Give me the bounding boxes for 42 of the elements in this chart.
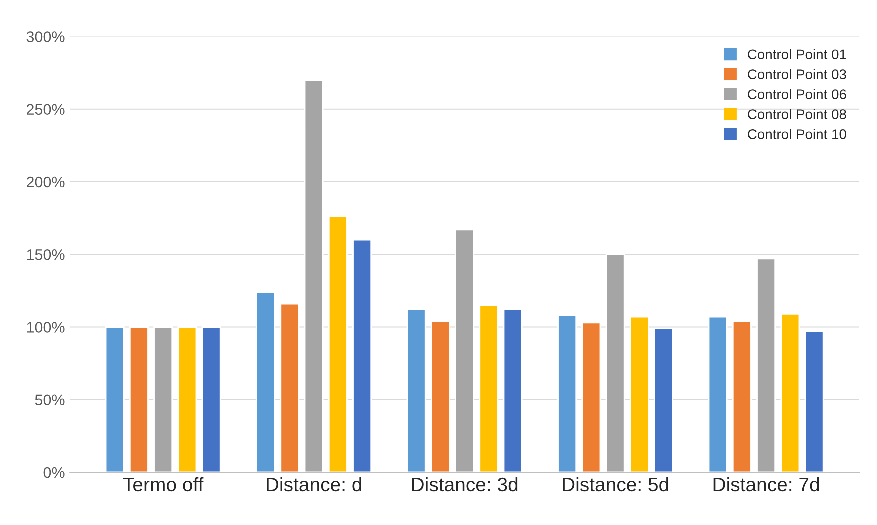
x-tick-label: Distance: d [267, 477, 362, 492]
legend-label: Control Point 06 [748, 89, 846, 100]
bar [804, 330, 824, 472]
y-tick-label: 50% [35, 394, 65, 406]
y-tick-label: 0% [44, 467, 65, 478]
bar [328, 216, 348, 472]
bar [503, 309, 523, 472]
bar [558, 314, 578, 472]
bar [256, 292, 276, 472]
bar [582, 322, 602, 472]
x-tick-label: Distance: 7d [714, 477, 820, 492]
x-tick-label: Distance: 5d [563, 477, 668, 492]
y-tick-label: 100% [27, 322, 65, 333]
bar [479, 304, 499, 472]
bar [304, 80, 324, 472]
bar [178, 326, 198, 472]
bar [154, 326, 174, 472]
y-tick-label: 150% [27, 249, 65, 260]
bar [406, 309, 426, 472]
bar [202, 326, 222, 472]
bar [352, 239, 372, 472]
y-tick-label: 300% [26, 32, 65, 42]
bar [280, 303, 300, 472]
bar [732, 320, 752, 472]
bar [606, 254, 626, 472]
x-tick-label: Termo off [123, 477, 204, 492]
bar [129, 326, 149, 472]
legend-label: Control Point 10 [748, 129, 846, 140]
bar [708, 316, 728, 472]
y-tick-label: 200% [26, 176, 65, 188]
bar [630, 316, 650, 472]
x-tick-label: Distance: 3d [412, 477, 518, 492]
bar [756, 258, 776, 472]
bar [780, 313, 800, 472]
legend-label: Control Point 08 [748, 109, 846, 120]
bar [105, 326, 125, 472]
bar [455, 229, 475, 472]
legend-label: Control Point 03 [748, 69, 846, 80]
bar [430, 320, 450, 472]
y-tick-label: 250% [26, 104, 65, 116]
legend-label: Control Point 01 [748, 49, 846, 60]
bar [654, 328, 674, 472]
